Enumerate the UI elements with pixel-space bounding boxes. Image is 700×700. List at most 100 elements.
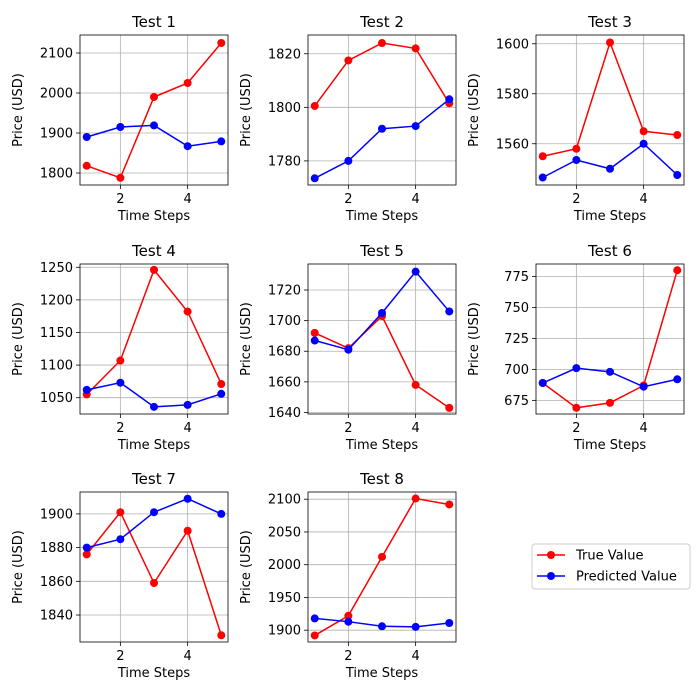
data-point-true xyxy=(411,44,420,53)
subplot-5: 2 4 1640 1660 1680 1700 1720 Test 5 Time Steps Pr… xyxy=(239,242,457,453)
data-point-predicted xyxy=(82,133,91,141)
data-point-predicted xyxy=(344,345,353,354)
data-point-predicted xyxy=(217,509,226,518)
y-tick-label: 1600 xyxy=(496,37,529,52)
data-point-true xyxy=(572,144,581,153)
data-point-true xyxy=(445,500,454,509)
data-point-true xyxy=(310,328,319,337)
x-tick-label: 4 xyxy=(411,649,419,664)
data-point-true xyxy=(572,403,581,412)
subplot-title: Test 2 xyxy=(359,13,404,31)
data-point-predicted xyxy=(217,137,226,146)
axes-frame xyxy=(307,491,457,643)
x-tick-label: 2 xyxy=(116,649,124,664)
data-point-predicted xyxy=(82,543,91,552)
x-axis-label: Time Steps xyxy=(117,666,191,681)
y-tick-label: 1800 xyxy=(268,101,301,116)
series-line-true xyxy=(86,42,222,179)
data-point-predicted xyxy=(183,142,192,151)
series-line-predicted xyxy=(86,497,222,549)
x-axis-label: Time Steps xyxy=(573,438,647,453)
axes-frame xyxy=(535,34,685,186)
y-axis-label: Price (USD) xyxy=(11,302,26,376)
y-tick-label: 1900 xyxy=(40,507,73,522)
y-axis-label: Price (USD) xyxy=(239,302,254,376)
y-tick-label: 1660 xyxy=(268,375,301,390)
x-tick-label: 4 xyxy=(411,421,419,436)
subplot-2: 2 4 1780 1800 1820 Test 2 Time Steps Price (USD… xyxy=(239,13,457,224)
data-point-predicted xyxy=(116,535,125,544)
y-tick-label: 2100 xyxy=(40,47,73,62)
legend-label-true: True Value xyxy=(575,549,643,564)
y-tick-label: 1580 xyxy=(496,87,529,102)
data-point-true xyxy=(217,631,226,640)
data-point-true xyxy=(150,93,158,101)
data-point-true xyxy=(116,356,125,365)
data-point-true xyxy=(411,380,420,389)
data-point-predicted xyxy=(445,619,454,628)
data-point-predicted xyxy=(572,156,581,164)
subplot-title: Test 5 xyxy=(359,242,404,260)
data-point-predicted xyxy=(150,121,158,130)
y-tick-label: 1860 xyxy=(40,575,73,590)
y-tick-label: 775 xyxy=(504,270,529,285)
y-tick-label: 725 xyxy=(504,332,529,347)
y-tick-label: 700 xyxy=(504,363,529,378)
x-tick-label: 2 xyxy=(344,192,352,207)
data-point-predicted xyxy=(445,95,454,104)
data-point-predicted xyxy=(183,494,192,503)
subplot-title: Test 6 xyxy=(587,242,632,260)
subplot-7: 2 4 1840 1860 1880 1900 Test 7 Time Steps Price … xyxy=(11,470,229,681)
data-point-true xyxy=(217,39,226,47)
y-tick-label: 1560 xyxy=(496,137,529,152)
y-tick-label: 1900 xyxy=(40,127,73,142)
data-point-predicted xyxy=(538,379,547,388)
y-tick-label: 2100 xyxy=(268,493,301,508)
axes-frame xyxy=(307,34,457,186)
data-point-predicted xyxy=(639,382,648,391)
y-tick-label: 1720 xyxy=(268,284,301,299)
data-point-predicted xyxy=(82,385,91,394)
subplot-4: 2 4 1050 1100 1150 1200 1250 Test 4 Time Steps Pr… xyxy=(11,242,229,453)
x-tick-label: 2 xyxy=(116,192,124,207)
x-tick-label: 4 xyxy=(183,649,191,664)
x-tick-label: 2 xyxy=(572,192,580,207)
data-point-true xyxy=(217,380,226,388)
data-point-predicted xyxy=(217,389,226,398)
data-point-predicted xyxy=(344,617,353,626)
y-tick-label: 1150 xyxy=(40,326,73,341)
y-tick-label: 1800 xyxy=(40,167,73,182)
subplot-title: Test 8 xyxy=(359,470,404,488)
x-axis-label: Time Steps xyxy=(345,666,419,681)
y-tick-label: 2000 xyxy=(268,558,301,573)
x-axis-label: Time Steps xyxy=(345,438,419,453)
series-line-true xyxy=(314,42,450,107)
series-line-true xyxy=(542,40,678,157)
data-point-true xyxy=(310,631,319,640)
y-tick-label: 1200 xyxy=(40,293,73,308)
data-point-true xyxy=(150,579,158,588)
data-point-true xyxy=(673,131,682,139)
x-tick-label: 4 xyxy=(639,192,647,207)
series-line-true xyxy=(542,269,678,409)
y-axis-label: Price (USD) xyxy=(11,530,26,604)
y-axis-label: Price (USD) xyxy=(11,73,26,147)
x-tick-label: 4 xyxy=(411,192,419,207)
y-axis-label: Price (USD) xyxy=(239,530,254,604)
data-point-predicted xyxy=(344,156,353,165)
x-axis-label: Time Steps xyxy=(117,209,191,224)
data-point-predicted xyxy=(150,508,158,517)
y-tick-label: 1050 xyxy=(40,391,73,406)
series-line-predicted xyxy=(314,98,450,179)
subplot-title: Test 1 xyxy=(131,13,176,31)
data-point-true xyxy=(116,508,125,517)
data-point-true xyxy=(310,101,319,110)
data-point-predicted xyxy=(183,400,192,409)
data-point-predicted xyxy=(116,378,125,387)
data-point-predicted xyxy=(411,267,420,276)
y-tick-label: 1700 xyxy=(268,314,301,329)
data-point-true xyxy=(378,39,386,48)
x-tick-label: 2 xyxy=(344,649,352,664)
data-point-predicted xyxy=(538,173,547,182)
